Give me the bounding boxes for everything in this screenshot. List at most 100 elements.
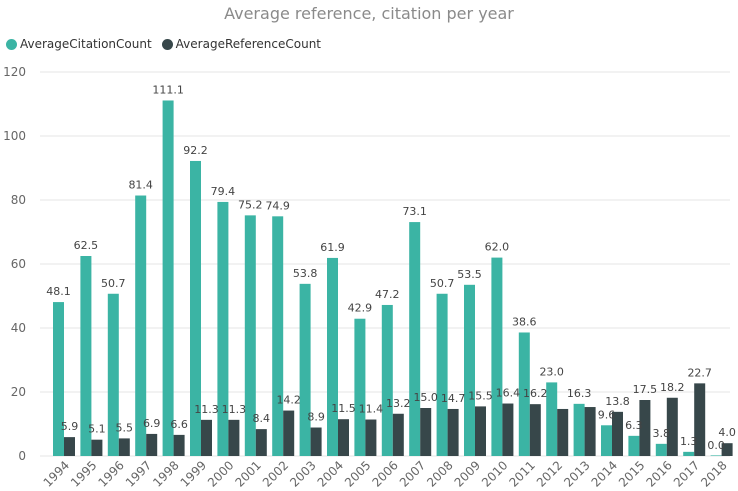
- legend-item-reference[interactable]: AverageReferenceCount: [161, 37, 321, 51]
- bar-reference-2011[interactable]: [529, 404, 541, 456]
- x-tick-label-2002: 2002: [260, 458, 291, 489]
- data-label-citation-2012: 23.0: [539, 365, 564, 378]
- legend: AverageCitationCount AverageReferenceCou…: [6, 37, 331, 51]
- bar-reference-2004[interactable]: [338, 419, 349, 456]
- bar-reference-1995[interactable]: [91, 439, 103, 456]
- bar-reference-2000[interactable]: [228, 419, 240, 456]
- bar-citation-2007[interactable]: [409, 222, 421, 456]
- bar-reference-2012[interactable]: [557, 408, 569, 456]
- data-label-reference-2009: 15.5: [468, 389, 493, 402]
- bar-citation-2012[interactable]: [546, 382, 558, 456]
- data-label-reference-1994: 5.9: [61, 420, 79, 433]
- data-label-reference-2008: 14.7: [441, 392, 466, 405]
- bar-citation-2018[interactable]: [710, 455, 722, 456]
- bar-reference-2002[interactable]: [283, 410, 295, 456]
- data-label-citation-1994: 48.1: [46, 285, 71, 298]
- bar-reference-2003[interactable]: [310, 427, 322, 456]
- bar-reference-2016[interactable]: [666, 397, 678, 456]
- data-label-reference-2003: 8.9: [307, 411, 325, 424]
- bar-reference-2008[interactable]: [447, 408, 459, 456]
- data-label-reference-2017: 22.7: [687, 366, 712, 379]
- bar-citation-2016[interactable]: [655, 443, 667, 456]
- bar-reference-2007[interactable]: [420, 408, 432, 456]
- bar-citation-2000[interactable]: [217, 201, 229, 456]
- x-axis: 1994199519961997199819992000200120022003…: [41, 458, 730, 489]
- bar-reference-2001[interactable]: [255, 429, 267, 456]
- data-label-reference-1999: 11.3: [194, 403, 219, 416]
- data-label-citation-2000: 79.4: [211, 185, 236, 198]
- bar-citation-2005[interactable]: [354, 318, 366, 456]
- x-tick-label-2000: 2000: [205, 458, 236, 489]
- bar-citation-2015[interactable]: [628, 435, 640, 456]
- bar-citation-2008[interactable]: [436, 293, 448, 456]
- bar-reference-2018[interactable]: [721, 443, 733, 456]
- y-tick-label: 0: [18, 449, 26, 463]
- bar-citation-2006[interactable]: [381, 304, 393, 456]
- data-label-reference-2016: 18.2: [660, 381, 685, 394]
- bar-citation-1995[interactable]: [80, 256, 92, 456]
- bar-reference-2005[interactable]: [365, 419, 377, 456]
- data-label-citation-1995: 62.5: [74, 239, 99, 252]
- bar-reference-1994[interactable]: [64, 437, 75, 456]
- data-label-reference-2007: 15.0: [413, 391, 438, 404]
- bar-citation-1998[interactable]: [162, 100, 174, 456]
- bar-reference-1998[interactable]: [173, 434, 185, 456]
- data-label-citation-2004: 61.9: [320, 241, 345, 254]
- bar-citation-1994[interactable]: [53, 302, 64, 456]
- bar-reference-2013[interactable]: [584, 407, 596, 456]
- bar-reference-1997[interactable]: [146, 433, 158, 456]
- bar-reference-1996[interactable]: [118, 438, 130, 456]
- data-label-citation-2017: 1.3: [680, 435, 698, 448]
- bar-citation-1996[interactable]: [107, 293, 119, 456]
- bar-reference-2009[interactable]: [475, 406, 486, 456]
- bar-reference-2015[interactable]: [639, 400, 651, 456]
- bar-reference-1999[interactable]: [201, 419, 212, 456]
- x-tick-label-1999: 1999: [178, 458, 209, 489]
- data-label-citation-1998: 111.1: [152, 83, 184, 96]
- bar-citation-2010[interactable]: [491, 257, 503, 456]
- bar-citation-2011[interactable]: [518, 332, 530, 456]
- data-label-reference-2001: 8.4: [253, 412, 271, 425]
- bar-reference-2010[interactable]: [502, 403, 514, 456]
- data-label-citation-1996: 50.7: [101, 277, 126, 290]
- x-tick-label-2011: 2011: [506, 458, 537, 489]
- data-label-reference-1997: 6.9: [143, 417, 161, 430]
- bar-citation-2017[interactable]: [683, 451, 695, 456]
- x-tick-label-2017: 2017: [671, 458, 702, 489]
- data-label-reference-2002: 14.2: [276, 394, 301, 407]
- x-tick-label-1995: 1995: [68, 458, 99, 489]
- data-label-citation-2011: 38.6: [512, 315, 537, 328]
- x-tick-label-2014: 2014: [589, 458, 620, 489]
- bar-citation-1999[interactable]: [190, 160, 201, 456]
- x-tick-label-2004: 2004: [315, 458, 346, 489]
- bar-citation-2001[interactable]: [244, 215, 256, 456]
- bar-citation-2014[interactable]: [601, 425, 612, 456]
- legend-item-citation[interactable]: AverageCitationCount: [6, 37, 152, 51]
- data-label-citation-2009: 53.5: [457, 268, 482, 281]
- x-tick-label-2018: 2018: [698, 458, 729, 489]
- legend-dot-reference: [161, 38, 173, 50]
- x-tick-label-2013: 2013: [561, 458, 592, 489]
- bar-reference-2014[interactable]: [612, 411, 623, 456]
- x-tick-label-2016: 2016: [643, 458, 674, 489]
- bar-citation-2013[interactable]: [573, 403, 585, 456]
- data-label-citation-2013: 16.3: [567, 387, 592, 400]
- bar-citation-2003[interactable]: [299, 283, 311, 456]
- bar-citation-2004[interactable]: [327, 257, 338, 456]
- y-tick-label: 20: [11, 385, 26, 399]
- y-tick-label: 120: [3, 65, 26, 79]
- bar-citation-1997[interactable]: [135, 195, 147, 456]
- data-label-reference-1995: 5.1: [88, 423, 106, 436]
- data-label-citation-2016: 3.8: [653, 427, 671, 440]
- bar-citation-2002[interactable]: [272, 216, 284, 456]
- data-label-citation-2005: 42.9: [348, 302, 373, 315]
- bar-citation-2009[interactable]: [464, 284, 475, 456]
- bar-reference-2017[interactable]: [694, 383, 706, 456]
- bar-reference-2006[interactable]: [392, 413, 404, 456]
- bars-layer: [53, 100, 733, 456]
- x-tick-label-1996: 1996: [95, 458, 126, 489]
- data-label-citation-2001: 75.2: [238, 198, 263, 211]
- chart-title: Average reference, citation per year: [224, 4, 514, 23]
- y-axis: 0 20 40 60 80 100 120: [3, 65, 26, 463]
